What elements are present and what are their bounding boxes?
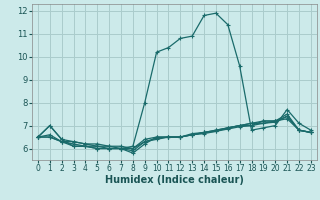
X-axis label: Humidex (Indice chaleur): Humidex (Indice chaleur): [105, 175, 244, 185]
